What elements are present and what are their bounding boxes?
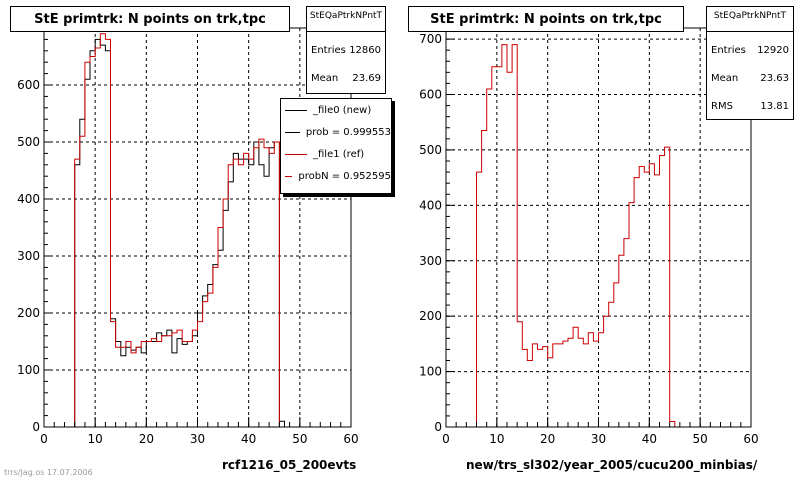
stats-name: StEQaPtrkNPntT <box>309 11 383 21</box>
x-tick-label: 20 <box>139 432 154 446</box>
x-tick-label: 0 <box>40 432 48 446</box>
stats-mean-row: Mean 23.63 <box>711 73 789 84</box>
stats-entries-row: Entries 12920 <box>711 45 789 56</box>
histogram-series-0 <box>446 44 751 428</box>
stats-box-right: StEQaPtrkNPntT Entries 12920 Mean 23.63 RM… <box>706 6 794 120</box>
y-tick-label: 200 <box>17 306 40 320</box>
x-axis-label-left: rcf1216_05_200evts <box>222 458 357 472</box>
y-tick-label: 0 <box>32 420 40 434</box>
y-tick-label: 400 <box>419 198 442 212</box>
legend-box: _file0 (new) prob = 0.999553 _file1 (ref… <box>280 98 392 194</box>
y-tick-label: 700 <box>419 32 442 46</box>
x-tick-label: 60 <box>343 432 358 446</box>
chart-title-left: StE primtrk: N points on trk,tpc <box>10 6 290 32</box>
y-tick-label: 0 <box>434 420 442 434</box>
stats-entries-row: Entries 12860 <box>311 45 381 56</box>
y-tick-label: 200 <box>419 309 442 323</box>
stats-box-left: StEQaPtrkNPntT Entries 12860 Mean 23.69 <box>306 6 386 94</box>
y-tick-label: 300 <box>419 254 442 268</box>
stats-name: StEQaPtrkNPntT <box>713 11 787 21</box>
footer-text: trrs/Jag.os 17.07.2006 <box>4 468 93 477</box>
x-tick-label: 20 <box>540 432 555 446</box>
histogram-series-1 <box>44 33 351 428</box>
y-tick-label: 400 <box>17 192 40 206</box>
chart-title-right: StE primtrk: N points on trk,tpc <box>408 6 684 32</box>
x-tick-label: 60 <box>743 432 758 446</box>
y-tick-label: 600 <box>17 78 40 92</box>
x-tick-label: 0 <box>442 432 450 446</box>
y-tick-label: 500 <box>17 135 40 149</box>
legend-entry-probN: probN = 0.952595 <box>285 171 391 182</box>
y-tick-label: 100 <box>419 365 442 379</box>
stats-mean-row: Mean 23.69 <box>311 73 381 84</box>
y-tick-label: 500 <box>419 143 442 157</box>
stats-rms-row: RMS 13.81 <box>711 101 789 112</box>
x-tick-label: 10 <box>489 432 504 446</box>
legend-entry-file0: _file0 (new) <box>285 105 391 116</box>
legend-entry-file1: _file1 (ref) <box>285 149 391 160</box>
x-tick-label: 30 <box>591 432 606 446</box>
x-tick-label: 30 <box>190 432 205 446</box>
x-tick-label: 50 <box>693 432 708 446</box>
x-tick-label: 10 <box>88 432 103 446</box>
x-tick-label: 50 <box>292 432 307 446</box>
legend-entry-prob: prob = 0.999553 <box>285 127 391 138</box>
x-tick-label: 40 <box>241 432 256 446</box>
x-axis-label-right: new/trs_sl302/year_2005/cucu200_minbias/ <box>466 458 758 472</box>
y-tick-label: 100 <box>17 363 40 377</box>
y-tick-label: 600 <box>419 88 442 102</box>
y-tick-label: 300 <box>17 249 40 263</box>
x-tick-label: 40 <box>642 432 657 446</box>
